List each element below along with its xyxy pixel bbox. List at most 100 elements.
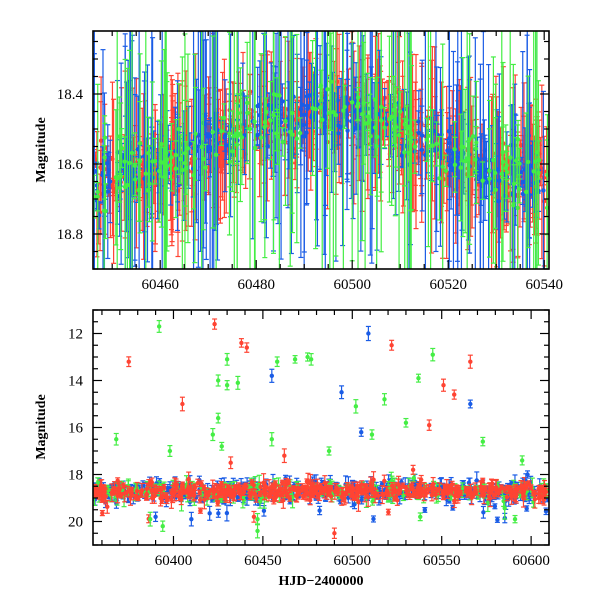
- data-point: [441, 379, 446, 391]
- data-point: [216, 509, 221, 517]
- data-point: [403, 419, 408, 427]
- x-tick-label: 60540: [525, 277, 563, 293]
- data-point: [345, 33, 350, 173]
- data-point: [339, 386, 344, 399]
- data-point: [224, 505, 229, 521]
- data-point: [359, 428, 364, 436]
- data-point: [210, 429, 215, 441]
- top-y-axis-label: Magnitude: [34, 117, 49, 182]
- data-point: [225, 354, 230, 366]
- y-tick-label: 18.6: [57, 157, 84, 173]
- data-point: [542, 136, 547, 266]
- data-point: [157, 321, 162, 333]
- data-point: [497, 74, 502, 287]
- data-point: [468, 355, 473, 368]
- data-point: [513, 516, 518, 523]
- data-point: [100, 511, 105, 516]
- data-point: [210, 36, 215, 228]
- data-point: [160, 521, 165, 531]
- data-point: [167, 446, 172, 457]
- data-point: [468, 400, 473, 408]
- data-point: [269, 433, 274, 446]
- bottom-plot-area: [91, 319, 551, 538]
- data-point: [189, 512, 194, 526]
- data-point: [126, 357, 131, 367]
- data-point: [495, 517, 500, 522]
- x-tick-label: 60520: [429, 277, 467, 293]
- y-tick-label: 16: [68, 421, 84, 437]
- data-point: [544, 508, 549, 514]
- data-point: [411, 465, 416, 474]
- data-point: [327, 447, 332, 455]
- data-point: [282, 449, 287, 463]
- top-plot-area: [91, 0, 550, 354]
- x-tick-label: 60450: [244, 553, 282, 569]
- data-point: [481, 506, 486, 518]
- x-tick-label: 60600: [512, 553, 550, 569]
- bottom-y-axis-label: Magnitude: [34, 394, 49, 459]
- bottom-axis-ticks: 60400 60450 60500 60550 60600 12 14 16 18 20: [68, 310, 550, 569]
- data-point: [332, 528, 337, 538]
- data-point: [228, 457, 233, 469]
- x-tick-label: 60550: [423, 553, 461, 569]
- data-point: [153, 512, 158, 521]
- data-point: [430, 348, 435, 360]
- data-point: [452, 390, 457, 399]
- x-tick-label: 60480: [237, 277, 275, 293]
- y-tick-label: 14: [68, 374, 84, 390]
- data-point: [180, 57, 185, 283]
- data-point: [294, 35, 299, 243]
- data-point: [369, 430, 374, 439]
- data-point: [371, 516, 376, 522]
- data-point: [382, 394, 387, 405]
- data-point: [163, 8, 168, 317]
- top-panel: 60460 60480 60500 60520 60540 18.4 18.6 18.8 Ma…: [34, 0, 563, 354]
- data-point: [293, 356, 298, 363]
- x-tick-label: 60500: [334, 553, 372, 569]
- data-point: [422, 508, 427, 513]
- data-point: [283, 37, 288, 206]
- bottom-panel: 60400 60450 60500 60550 60600 12 14 16 18 20 Magn…: [34, 310, 551, 589]
- data-point: [248, 0, 253, 301]
- y-tick-label: 18.8: [57, 227, 83, 243]
- data-point: [114, 433, 119, 445]
- y-tick-label: 18: [68, 468, 83, 484]
- data-point: [418, 513, 423, 521]
- data-point: [219, 442, 224, 450]
- data-point: [309, 354, 314, 365]
- data-point: [227, 32, 232, 235]
- x-tick-label: 60400: [155, 553, 193, 569]
- data-point: [481, 32, 486, 315]
- data-point: [478, 79, 483, 273]
- data-point: [239, 339, 244, 347]
- y-tick-label: 20: [68, 515, 83, 531]
- data-point: [366, 326, 371, 340]
- data-point: [216, 413, 221, 423]
- data-point: [480, 437, 485, 445]
- data-point: [207, 506, 212, 520]
- data-point: [180, 397, 185, 411]
- data-point: [386, 509, 391, 515]
- y-tick-label: 18.4: [57, 87, 84, 103]
- data-point: [353, 400, 358, 413]
- bottom-x-axis-label: HJD−2400000: [279, 574, 364, 589]
- x-tick-label: 60500: [333, 277, 371, 293]
- data-point: [255, 514, 260, 525]
- data-point: [317, 506, 322, 514]
- data-point: [389, 340, 394, 350]
- data-point: [244, 343, 249, 352]
- data-point: [95, 84, 100, 299]
- data-point: [269, 369, 274, 382]
- x-tick-label: 60460: [141, 277, 179, 293]
- data-point: [216, 375, 221, 386]
- y-tick-label: 12: [68, 327, 83, 343]
- data-point: [427, 420, 432, 430]
- data-point: [235, 376, 240, 389]
- data-point: [225, 381, 230, 390]
- data-point: [275, 357, 280, 366]
- data-point: [416, 374, 421, 382]
- data-point: [212, 319, 217, 329]
- data-point: [492, 504, 497, 509]
